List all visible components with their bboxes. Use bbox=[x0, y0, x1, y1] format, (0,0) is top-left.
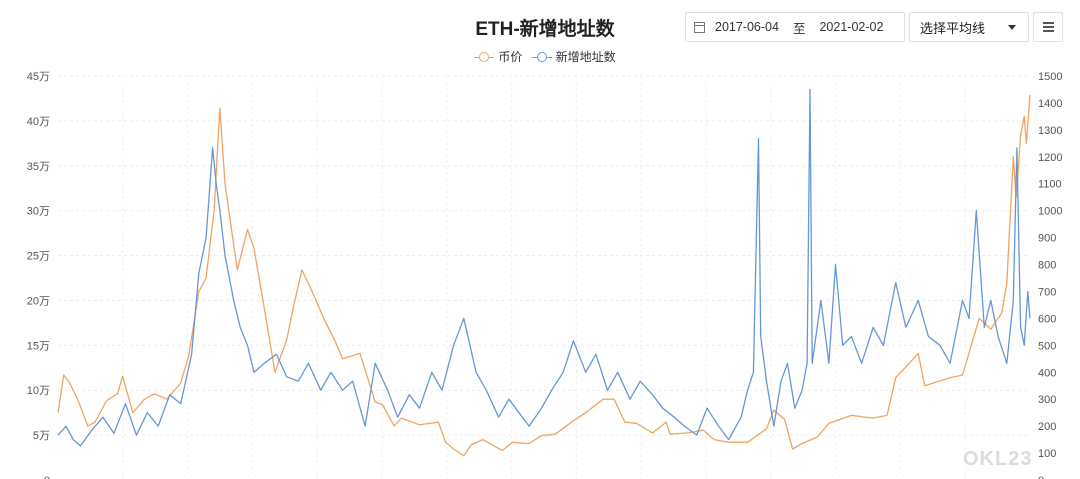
chevron-down-icon bbox=[1008, 25, 1016, 30]
y-left-tick-label: 45万 bbox=[27, 71, 50, 83]
y-left-tick-label: 10万 bbox=[27, 385, 50, 397]
y-right-tick-label: 700 bbox=[1038, 286, 1056, 298]
legend-item-price[interactable]: 币价 bbox=[474, 48, 522, 65]
legend-item-new-addresses[interactable]: 新增地址数 bbox=[531, 48, 616, 65]
y-left-tick-label: 30万 bbox=[27, 206, 50, 218]
date-start[interactable]: 2017-06-04 bbox=[715, 20, 779, 34]
date-end[interactable]: 2021-02-02 bbox=[819, 20, 884, 34]
chart-legend: 币价 新增地址数 bbox=[0, 48, 1080, 65]
y-right-tick-label: 400 bbox=[1038, 367, 1056, 379]
y-right-tick-label: 1300 bbox=[1038, 125, 1062, 137]
y-right-tick-label: 300 bbox=[1038, 394, 1056, 406]
legend-symbol-new-addresses bbox=[531, 51, 552, 62]
series-price-line bbox=[57, 94, 1031, 457]
y-right-tick-label: 1400 bbox=[1038, 98, 1062, 110]
y-right-tick-label: 600 bbox=[1038, 313, 1056, 325]
chart-title: ETH-新增地址数 bbox=[475, 19, 615, 40]
y-left-tick-label: 25万 bbox=[27, 251, 50, 263]
legend-symbol-price bbox=[474, 51, 495, 62]
date-range-picker[interactable]: 2017-06-04 至 2021-02-02 bbox=[685, 12, 905, 42]
y-left-tick-label: 15万 bbox=[27, 340, 50, 352]
y-right-tick-label: 1200 bbox=[1038, 152, 1062, 164]
calendar-icon bbox=[694, 21, 705, 33]
y-right-tick-label: 800 bbox=[1038, 260, 1056, 272]
y-left-tick-label: 35万 bbox=[27, 161, 50, 173]
moving-average-label: 选择平均线 bbox=[920, 20, 986, 36]
y-right-tick-label: 1100 bbox=[1038, 179, 1062, 191]
y-left-tick-label: 20万 bbox=[27, 295, 50, 307]
moving-average-select[interactable]: 选择平均线 bbox=[909, 12, 1029, 42]
y-left-tick-label: 40万 bbox=[27, 116, 50, 128]
legend-label-new-addresses: 新增地址数 bbox=[555, 50, 616, 64]
y-left-tick-label: 5万 bbox=[33, 430, 50, 442]
menu-button[interactable] bbox=[1033, 12, 1063, 42]
series-new-addresses-line bbox=[57, 88, 1031, 447]
y-right-tick-label: 1500 bbox=[1038, 71, 1062, 83]
y-right-tick-label: 900 bbox=[1038, 233, 1056, 245]
hamburger-menu-icon bbox=[1043, 22, 1054, 24]
okl23-watermark-logo: OKL23 bbox=[963, 448, 1033, 470]
y-right-tick-label: 1000 bbox=[1038, 206, 1062, 218]
date-separator: 至 bbox=[792, 21, 806, 36]
y-right-tick-label: 0 bbox=[1038, 475, 1044, 479]
y-right-tick-label: 500 bbox=[1038, 340, 1056, 352]
y-left-tick-label: 0 bbox=[44, 475, 50, 479]
y-right-tick-label: 200 bbox=[1038, 421, 1056, 433]
legend-label-price: 币价 bbox=[498, 50, 523, 64]
y-right-tick-label: 100 bbox=[1038, 448, 1056, 460]
